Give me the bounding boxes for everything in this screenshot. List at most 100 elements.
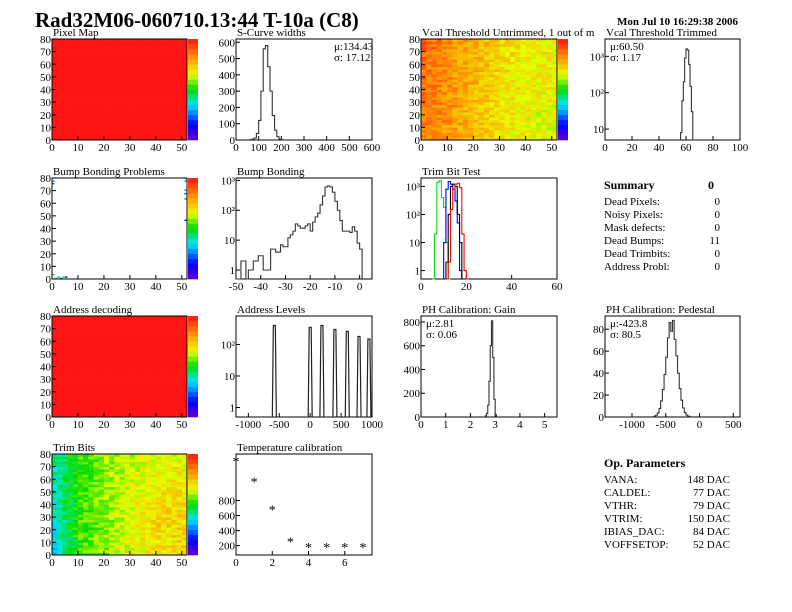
- heatmap-cell: [161, 323, 167, 327]
- histogram-bin: [295, 224, 297, 279]
- heatmap-cell: [62, 51, 68, 55]
- heatmap-cell: [88, 71, 94, 75]
- heatmap-cell: [181, 119, 188, 123]
- heatmap-cell: [150, 384, 157, 387]
- heatmap-cell: [530, 64, 537, 68]
- heatmap-cell: [135, 371, 141, 375]
- heatmap-cell: [98, 49, 105, 52]
- heatmap-cell: [77, 102, 84, 105]
- heatmap-cell: [62, 119, 68, 123]
- heatmap-cell: [77, 544, 84, 548]
- heatmap-cell: [421, 102, 427, 105]
- heatmap-cell: [72, 507, 79, 510]
- heatmap-cell: [171, 92, 177, 95]
- heatmap-cell: [176, 41, 183, 45]
- heatmap-cell: [520, 64, 526, 68]
- histogram-bin: [273, 249, 275, 279]
- heatmap-cell: [171, 74, 177, 78]
- heatmap-cell: [150, 119, 157, 123]
- heatmap-cell: [114, 527, 120, 531]
- heatmap-cell: [166, 532, 172, 536]
- param-label: CALDEL:: [604, 487, 651, 499]
- heatmap-cell: [114, 46, 120, 50]
- heatmap-cell: [98, 401, 105, 405]
- heatmap-cell: [88, 491, 94, 495]
- histogram-bin: [662, 390, 664, 417]
- heatmap-cell: [62, 92, 68, 95]
- heatmap-cell: [67, 46, 74, 50]
- heatmap-cell: [93, 512, 100, 515]
- histogram-bin: [656, 415, 658, 417]
- colorbar-segment: [188, 406, 198, 413]
- heatmap-cell: [176, 331, 183, 334]
- heatmap-cell: [119, 69, 125, 73]
- heatmap-cell: [421, 109, 427, 113]
- heatmap-cell: [150, 534, 157, 538]
- heatmap-cell: [171, 499, 177, 503]
- heatmap-cell: [57, 92, 63, 95]
- heatmap-cell: [62, 461, 68, 465]
- heatmap-cell: [67, 336, 74, 340]
- heatmap-cell: [150, 466, 157, 470]
- colorbar-segment: [188, 228, 198, 234]
- heatmap-cell: [93, 549, 100, 553]
- heatmap-cell: [441, 124, 448, 128]
- heatmap-cell: [114, 54, 120, 57]
- heatmap-cell: [171, 76, 177, 80]
- heatmap-cell: [119, 341, 125, 345]
- heatmap-cell: [62, 411, 68, 415]
- heatmap-cell: [515, 84, 521, 88]
- heatmap-cell: [103, 112, 110, 116]
- heatmap-cell: [176, 86, 183, 90]
- heatmap-cell: [135, 89, 141, 93]
- heatmap-cell: [504, 109, 511, 113]
- heatmap-cell: [473, 46, 479, 50]
- heatmap-cell: [536, 117, 542, 121]
- heatmap-cell: [124, 391, 131, 395]
- heatmap-cell: [57, 544, 63, 548]
- heatmap-cell: [431, 124, 437, 128]
- heatmap-cell: [176, 348, 183, 352]
- heatmap-cell: [468, 41, 474, 45]
- heatmap-cell: [52, 474, 58, 478]
- heatmap-cell: [421, 54, 427, 57]
- heatmap-cell: [103, 537, 110, 541]
- y-tick-label: 400: [219, 70, 236, 82]
- heatmap-cell: [67, 514, 74, 518]
- heatmap-cell: [52, 406, 58, 410]
- heatmap-cell: [478, 89, 485, 93]
- heatmap-cell: [140, 409, 146, 413]
- heatmap-cell: [114, 66, 120, 70]
- heatmap-cell: [77, 59, 84, 63]
- heatmap-cell: [166, 41, 172, 45]
- heatmap-cell: [176, 489, 183, 493]
- heatmap-cell: [520, 51, 526, 55]
- heatmap-cell: [119, 44, 125, 47]
- heatmap-cell: [119, 534, 125, 538]
- heatmap-cell: [520, 71, 526, 75]
- heatmap-cell: [483, 39, 490, 42]
- heatmap-cell: [140, 552, 146, 556]
- heatmap-cell: [150, 527, 157, 531]
- heatmap-cell: [72, 109, 79, 113]
- heatmap-cell: [93, 517, 100, 520]
- heatmap-cell: [124, 109, 131, 113]
- heatmap-cell: [62, 328, 68, 332]
- heatmap-cell: [426, 129, 432, 133]
- heatmap-cell: [504, 129, 511, 133]
- heatmap-cell: [72, 484, 79, 488]
- heatmap-cell: [140, 507, 146, 510]
- heatmap-cell: [541, 107, 547, 110]
- heatmap-cell: [504, 122, 511, 126]
- heatmap-cell: [468, 109, 474, 113]
- heatmap-cell: [515, 89, 521, 93]
- heatmap-cell: [145, 496, 151, 500]
- heatmap-cell: [135, 107, 141, 110]
- heatmap-cell: [83, 409, 89, 413]
- main-title: Rad32M06-060710.13:44 T-10a (C8): [35, 8, 359, 32]
- heatmap-cell: [83, 481, 89, 485]
- heatmap-cell: [77, 353, 84, 357]
- heatmap-cell: [536, 59, 542, 63]
- heatmap-cell: [124, 456, 131, 460]
